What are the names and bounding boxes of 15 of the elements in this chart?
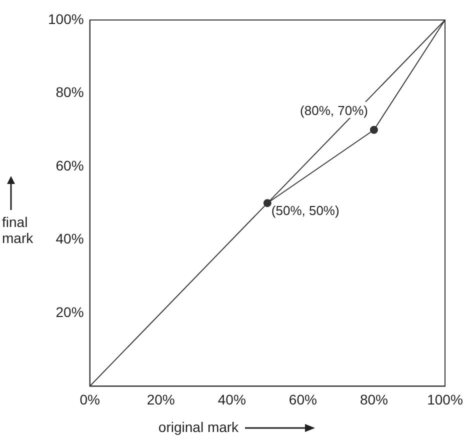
x-tick-label: 0% xyxy=(80,391,100,408)
x-tick-label: 40% xyxy=(218,391,246,408)
x-tick-label: 100% xyxy=(427,391,463,408)
x-tick-label: 20% xyxy=(146,391,175,408)
y-axis-title: final mark xyxy=(2,214,34,246)
y-tick-label: 40% xyxy=(56,230,84,247)
annotation: (50%, 50%) xyxy=(271,203,340,218)
x-axis-title: original mark xyxy=(158,419,239,435)
y-tick-label: 20% xyxy=(56,304,84,320)
y-tick-label: 100% xyxy=(48,10,84,27)
y-tick-label: 80% xyxy=(56,84,84,100)
y-tick-label: 60% xyxy=(56,157,84,174)
annotation: (80%, 70%) xyxy=(300,102,368,118)
x-tick-label: 60% xyxy=(288,391,317,408)
x-tick-label: 80% xyxy=(360,391,388,408)
